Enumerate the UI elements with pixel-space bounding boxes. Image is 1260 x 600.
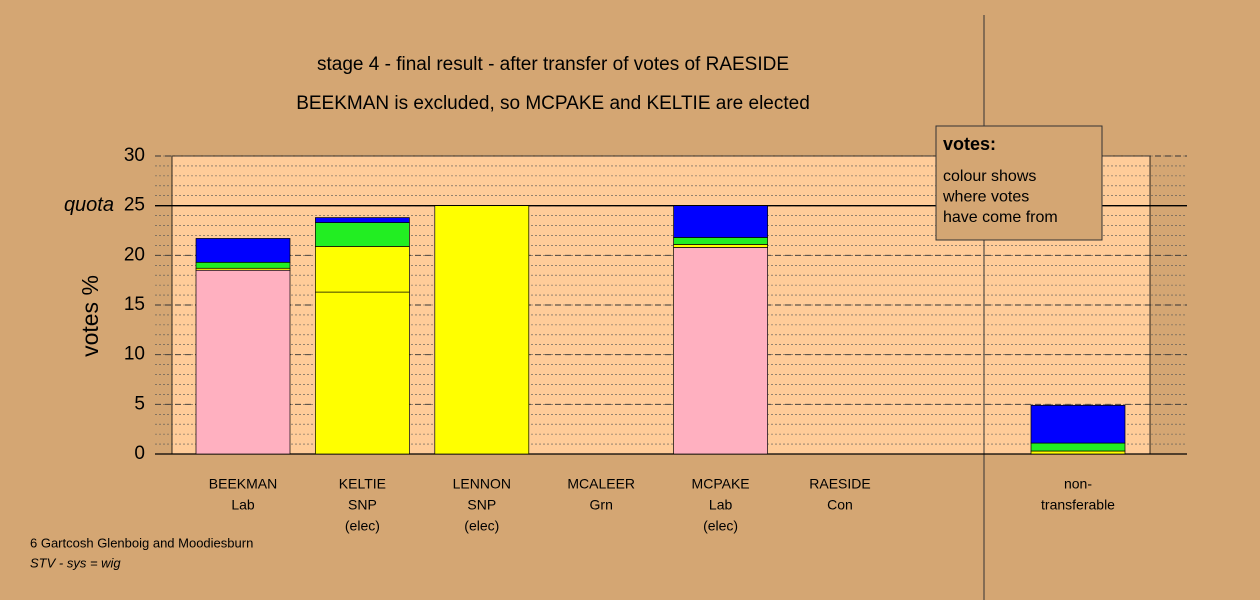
x-tick-label: MCALEER bbox=[567, 476, 635, 492]
y-tick-label: 10 bbox=[124, 344, 145, 365]
bar-segment bbox=[195, 238, 291, 263]
x-tick-label: BEEKMAN bbox=[209, 476, 277, 492]
x-tick-label: RAESIDE bbox=[809, 476, 870, 492]
x-tick-label: Lab bbox=[231, 497, 255, 513]
bar-segment bbox=[673, 237, 768, 245]
x-tick-label: Con bbox=[827, 497, 853, 513]
x-tick-label: Lab bbox=[709, 497, 733, 513]
bar-segment bbox=[434, 205, 530, 455]
y-tick-label: 0 bbox=[134, 443, 145, 464]
x-tick-label: KELTIE bbox=[339, 476, 386, 492]
y-tick-label: 25 bbox=[124, 195, 145, 216]
footer-ward: 6 Gartcosh Glenboig and Moodiesburn bbox=[30, 535, 253, 550]
x-tick-label: LENNON bbox=[453, 476, 511, 492]
quota-label: quota bbox=[64, 194, 114, 216]
note-title: votes: bbox=[943, 134, 996, 154]
x-tick-label: SNP bbox=[348, 497, 377, 513]
y-tick-label: 15 bbox=[124, 294, 145, 315]
note-line: have come from bbox=[943, 209, 1058, 226]
bar-segment bbox=[673, 244, 768, 248]
footer-system: STV - sys = wig bbox=[30, 555, 121, 570]
bar-segment bbox=[1030, 450, 1126, 455]
bar-segment bbox=[1030, 404, 1126, 444]
bar-segment bbox=[673, 205, 768, 238]
bar-segment bbox=[315, 291, 410, 455]
bar-segment bbox=[315, 222, 410, 247]
x-tick-label: non- bbox=[1064, 476, 1092, 492]
x-tick-label: MCPAKE bbox=[692, 476, 750, 492]
x-tick-label: Grn bbox=[590, 497, 613, 513]
note-box bbox=[935, 125, 1103, 241]
x-tick-label: (elec) bbox=[345, 518, 380, 534]
bar-segment bbox=[673, 247, 768, 455]
chart-title: stage 4 - final result - after transfer … bbox=[317, 54, 789, 75]
bar-segment bbox=[315, 246, 410, 293]
note-line: where votes bbox=[942, 189, 1029, 206]
y-tick-label: 30 bbox=[124, 145, 145, 166]
y-tick-label: 5 bbox=[134, 393, 145, 414]
bar-segment bbox=[195, 269, 291, 455]
bar-segment bbox=[195, 261, 291, 269]
x-tick-label: transferable bbox=[1041, 497, 1115, 513]
note-line: colour shows bbox=[943, 168, 1036, 185]
x-tick-label: (elec) bbox=[703, 518, 738, 534]
y-axis-label: votes % bbox=[77, 275, 103, 357]
x-tick-label: SNP bbox=[467, 497, 496, 513]
bar-segment bbox=[315, 217, 410, 223]
y-tick-label: 20 bbox=[124, 244, 145, 265]
bar-segment bbox=[1030, 442, 1126, 452]
x-tick-label: (elec) bbox=[464, 518, 499, 534]
chart-subtitle: BEEKMAN is excluded, so MCPAKE and KELTI… bbox=[296, 93, 810, 114]
